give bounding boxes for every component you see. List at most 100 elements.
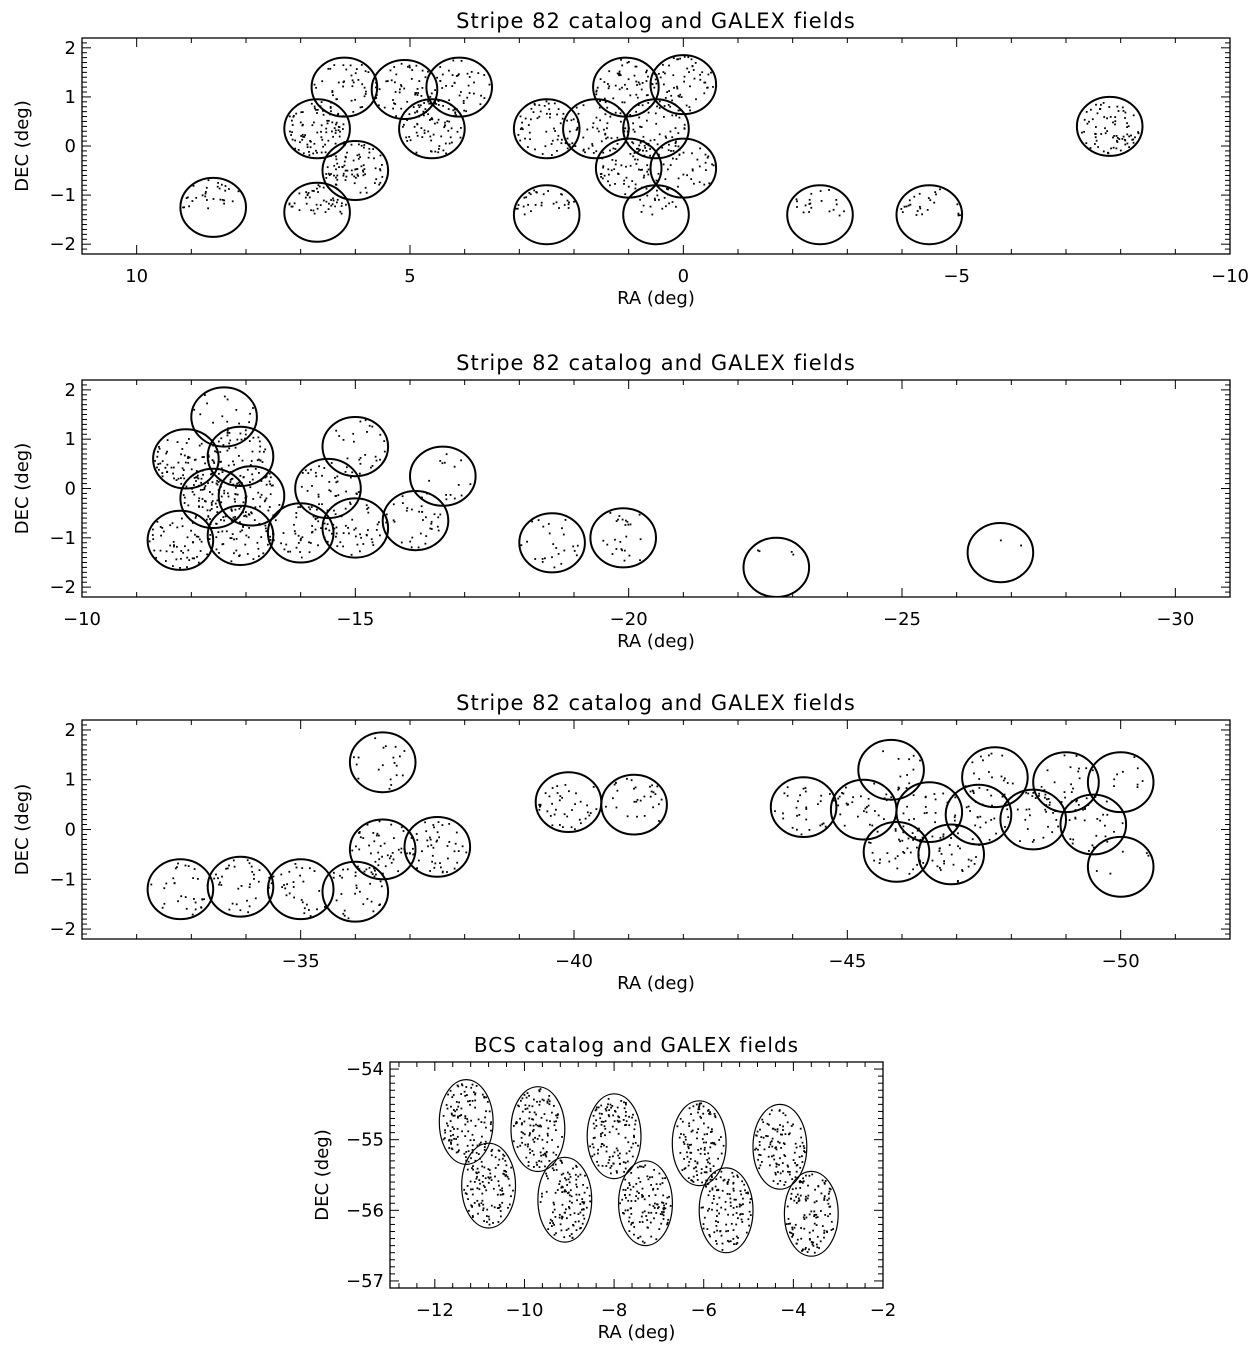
catalog-source-point xyxy=(536,1100,538,1103)
catalog-source-point xyxy=(346,868,349,871)
catalog-source-point xyxy=(303,912,306,915)
catalog-source-point xyxy=(253,873,255,876)
catalog-source-point xyxy=(268,472,271,475)
catalog-source-point xyxy=(666,188,668,190)
catalog-source-point xyxy=(411,508,413,511)
catalog-source-point xyxy=(451,1148,454,1151)
catalog-source-point xyxy=(873,859,875,862)
catalog-source-point xyxy=(716,1203,719,1206)
catalog-source-point xyxy=(1121,138,1124,140)
catalog-source-point xyxy=(466,1120,469,1123)
catalog-source-point xyxy=(664,72,666,75)
catalog-source-point xyxy=(686,1155,689,1158)
catalog-source-point xyxy=(233,518,236,521)
catalog-source-point xyxy=(469,1180,472,1183)
catalog-source-point xyxy=(639,559,641,562)
catalog-source-point xyxy=(939,847,941,850)
catalog-source-point xyxy=(635,80,638,83)
catalog-source-point xyxy=(1092,846,1095,849)
catalog-source-point xyxy=(442,105,444,107)
catalog-source-point xyxy=(364,186,367,189)
catalog-source-point xyxy=(934,821,936,824)
catalog-source-point xyxy=(646,119,648,122)
catalog-source-point xyxy=(1088,120,1090,123)
catalog-source-point xyxy=(474,1125,477,1127)
catalog-source-point xyxy=(624,1124,626,1126)
catalog-source-point xyxy=(297,506,300,509)
catalog-source-point xyxy=(1042,836,1045,839)
catalog-source-point xyxy=(782,1112,785,1115)
catalog-source-point xyxy=(616,1106,619,1109)
catalog-source-point xyxy=(429,119,431,121)
catalog-source-point xyxy=(228,432,231,434)
catalog-source-point xyxy=(346,466,348,469)
catalog-source-point xyxy=(378,820,381,823)
catalog-source-point xyxy=(254,506,257,509)
catalog-source-point xyxy=(556,113,558,116)
catalog-source-point xyxy=(693,77,696,80)
catalog-source-point xyxy=(232,859,235,862)
catalog-source-point xyxy=(624,193,627,196)
catalog-source-point xyxy=(703,1149,706,1151)
catalog-source-point xyxy=(399,755,401,758)
catalog-source-point xyxy=(689,109,691,112)
catalog-source-point xyxy=(210,508,213,510)
catalog-source-point xyxy=(429,135,432,138)
catalog-source-point xyxy=(586,811,589,814)
catalog-source-point xyxy=(355,176,357,179)
catalog-source-point xyxy=(444,142,447,145)
catalog-source-point xyxy=(379,880,382,883)
catalog-source-point xyxy=(453,850,456,853)
catalog-source-point xyxy=(755,1147,758,1150)
catalog-source-point xyxy=(429,527,432,530)
catalog-source-point xyxy=(1145,852,1148,854)
catalog-source-point xyxy=(707,1126,710,1129)
catalog-source-point xyxy=(579,1203,582,1205)
catalog-source-point xyxy=(321,503,323,506)
catalog-source-point xyxy=(417,92,420,94)
catalog-source-point xyxy=(173,882,176,884)
catalog-source-point xyxy=(934,812,937,814)
catalog-source-point xyxy=(612,1155,614,1158)
catalog-source-point xyxy=(641,82,644,84)
catalog-source-point xyxy=(551,824,554,827)
catalog-source-point xyxy=(463,1152,466,1155)
catalog-source-point xyxy=(416,867,418,870)
catalog-source-point xyxy=(573,1212,576,1215)
catalog-source-point xyxy=(729,1197,732,1200)
catalog-source-point xyxy=(193,459,196,461)
catalog-source-point xyxy=(471,1215,474,1217)
catalog-source-point xyxy=(991,804,993,807)
catalog-source-point xyxy=(539,1151,542,1154)
catalog-source-point xyxy=(385,521,388,524)
catalog-source-point xyxy=(613,1151,616,1154)
catalog-source-point xyxy=(912,794,915,797)
catalog-source-point xyxy=(711,1208,713,1211)
catalog-source-point xyxy=(315,86,317,89)
catalog-source-point xyxy=(950,853,953,856)
catalog-source-point xyxy=(664,135,667,138)
catalog-source-point xyxy=(313,212,316,215)
catalog-source-point xyxy=(1116,105,1119,108)
catalog-source-point xyxy=(357,756,360,759)
catalog-source-point xyxy=(794,1176,797,1179)
catalog-source-point xyxy=(936,865,939,868)
catalog-source-point xyxy=(442,149,445,152)
catalog-source-point xyxy=(256,459,259,462)
catalog-source-point xyxy=(670,150,672,152)
catalog-source-point xyxy=(333,64,336,66)
catalog-source-point xyxy=(630,1200,633,1202)
catalog-source-point xyxy=(740,1218,743,1221)
catalog-source-point xyxy=(180,453,182,456)
catalog-source-point xyxy=(307,192,310,194)
catalog-source-point xyxy=(799,1166,802,1169)
catalog-source-point xyxy=(496,1207,499,1209)
catalog-source-point xyxy=(466,1168,469,1171)
catalog-source-point xyxy=(611,1105,614,1107)
catalog-source-point xyxy=(430,117,433,119)
galex-field-circle xyxy=(321,416,390,478)
catalog-source-point xyxy=(618,515,621,517)
catalog-source-point xyxy=(620,1100,623,1102)
catalog-source-point xyxy=(332,199,335,202)
galex-field-circle xyxy=(512,184,581,246)
